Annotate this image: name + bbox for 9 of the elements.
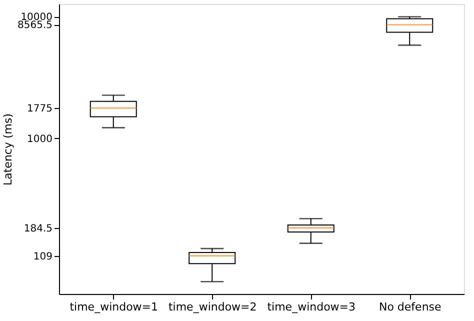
y-tick-label: 1000 xyxy=(27,134,52,145)
y-axis-title: Latency (ms) xyxy=(2,113,15,186)
x-tick-label: time_window=2 xyxy=(168,300,257,314)
y-tick-label: 1775 xyxy=(27,104,52,115)
x-tick-label: No defense xyxy=(378,300,442,314)
y-tick-label: 109 xyxy=(33,251,52,262)
x-tick-label: time_window=1 xyxy=(70,300,158,314)
y-tick-label: 184.5 xyxy=(24,223,52,234)
x-tick-label: time_window=3 xyxy=(267,300,356,314)
